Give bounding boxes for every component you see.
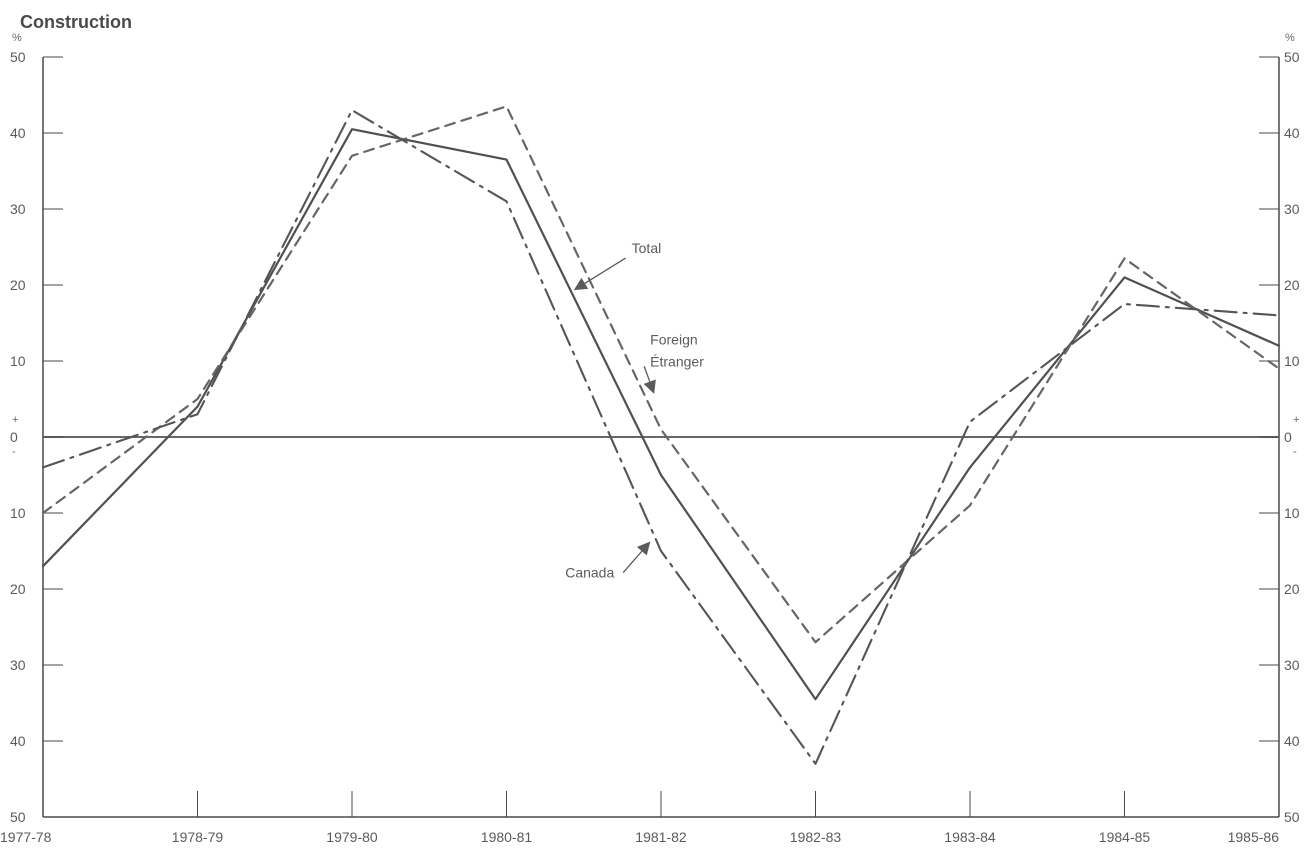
left-y-tick-label: 30 — [10, 201, 26, 217]
x-tick-label: 1983-84 — [944, 829, 996, 845]
left-y-tick-label: 30 — [10, 657, 26, 673]
series-canada-line — [41, 109, 1281, 765]
total-annotation-label: Total — [632, 240, 662, 256]
left-y-tick-label: 10 — [10, 353, 26, 369]
x-tick-label: 1980-81 — [481, 829, 533, 845]
x-tick-label: 1984-85 — [1099, 829, 1151, 845]
right-y-tick-label: 40 — [1284, 733, 1300, 749]
series-total-line — [41, 128, 1281, 701]
foreign-annotation-label: Étranger — [650, 353, 704, 369]
series-layer — [41, 105, 1281, 765]
left-y-tick-label: 0 — [10, 429, 18, 445]
axes-layer — [42, 56, 1280, 818]
right-y-tick-label: 30 — [1284, 201, 1300, 217]
right-y-axis-unit-label: % — [1285, 32, 1295, 44]
right-y-tick-label: 30 — [1284, 657, 1300, 673]
right-y-tick-label: 10 — [1284, 353, 1300, 369]
right-positive-sign: + — [1293, 414, 1299, 426]
left-y-tick-label: 40 — [10, 733, 26, 749]
left-y-tick-label: 10 — [10, 505, 26, 521]
total-annotation-arrow — [573, 257, 626, 291]
foreign-annotation-arrow — [643, 366, 656, 394]
annotation-layer: Total Foreign Étranger Canada — [565, 240, 704, 581]
left-y-tick-label: 20 — [10, 581, 26, 597]
x-tick-label: 1981-82 — [635, 829, 687, 845]
label-layer: 50 50 40 40 30 30 20 20 10 10 0 0 10 10 20 20 30 30 40 40 50… — [0, 49, 1300, 845]
canada-annotation-arrow — [622, 541, 651, 574]
chart-title: Construction — [20, 12, 132, 32]
canada-annotation-label: Canada — [565, 565, 614, 581]
x-tick-label: 1977-78 — [0, 829, 52, 845]
right-y-tick-label: 20 — [1284, 581, 1300, 597]
series-foreign-line — [41, 105, 1281, 644]
left-positive-sign: + — [12, 414, 18, 426]
right-negative-sign: - — [1293, 446, 1297, 458]
x-tick-label: 1978-79 — [172, 829, 224, 845]
x-tick-label: 1985-86 — [1228, 829, 1280, 845]
right-y-tick-label: 10 — [1284, 505, 1300, 521]
left-y-tick-label: 50 — [10, 809, 26, 825]
x-tick-label: 1979-80 — [326, 829, 378, 845]
foreign-annotation-label: Foreign — [650, 331, 697, 347]
right-y-tick-label: 40 — [1284, 125, 1300, 141]
left-y-axis-unit-label: % — [12, 32, 22, 44]
x-tick-label: 1982-83 — [790, 829, 842, 845]
right-y-tick-label: 50 — [1284, 49, 1300, 65]
left-negative-sign: - — [12, 446, 16, 458]
left-y-tick-label: 20 — [10, 277, 26, 293]
left-y-tick-label: 50 — [10, 49, 26, 65]
right-y-tick-label: 20 — [1284, 277, 1300, 293]
left-y-tick-label: 40 — [10, 125, 26, 141]
right-y-tick-label: 50 — [1284, 809, 1300, 825]
right-y-tick-label: 0 — [1284, 429, 1292, 445]
